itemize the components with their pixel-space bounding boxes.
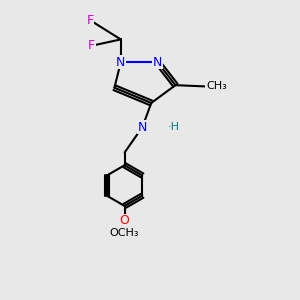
Text: O: O bbox=[120, 214, 130, 227]
Text: ·H: ·H bbox=[168, 122, 180, 132]
Text: N: N bbox=[153, 56, 162, 69]
Text: F: F bbox=[87, 14, 94, 27]
Text: N: N bbox=[116, 56, 125, 69]
Text: F: F bbox=[88, 39, 95, 52]
Text: OCH₃: OCH₃ bbox=[110, 228, 139, 238]
Text: N: N bbox=[138, 121, 147, 134]
Text: CH₃: CH₃ bbox=[206, 81, 227, 92]
